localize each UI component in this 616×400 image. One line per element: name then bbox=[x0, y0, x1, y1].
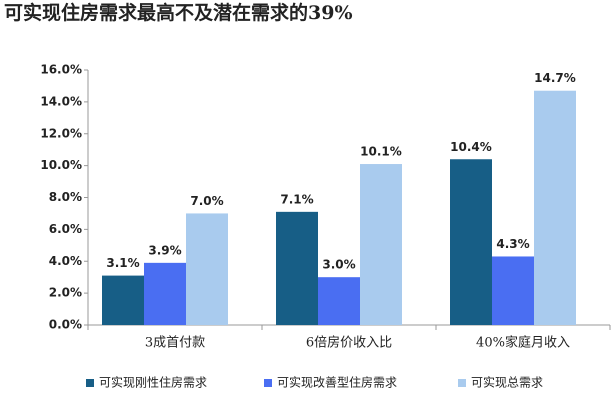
value-label: 3.9% bbox=[148, 243, 181, 257]
bar bbox=[450, 159, 492, 325]
bar bbox=[492, 256, 534, 325]
bar bbox=[276, 211, 318, 325]
value-label: 7.1% bbox=[280, 192, 313, 206]
value-label: 10.1% bbox=[360, 145, 402, 159]
y-tick-label: 14.0% bbox=[40, 94, 82, 108]
bar bbox=[360, 164, 402, 325]
chart-title: 可实现住房需求最高不及潜在需求的39% bbox=[4, 1, 353, 24]
legend-swatch bbox=[458, 379, 466, 387]
legend-label: 可实现改善型住房需求 bbox=[277, 375, 397, 390]
x-tick-label: 40%家庭月收入 bbox=[476, 335, 570, 351]
legend-label: 可实现总需求 bbox=[471, 375, 543, 390]
legend-swatch bbox=[86, 379, 94, 387]
value-label: 3.0% bbox=[322, 258, 355, 272]
y-tick-label: 6.0% bbox=[49, 222, 82, 236]
bar bbox=[318, 277, 360, 325]
bar bbox=[144, 262, 186, 325]
y-tick-label: 2.0% bbox=[49, 286, 82, 300]
y-tick-label: 0.0% bbox=[49, 318, 82, 332]
bar bbox=[102, 275, 144, 325]
legend-swatch bbox=[264, 379, 272, 387]
y-tick-label: 8.0% bbox=[49, 190, 82, 204]
y-tick-label: 16.0% bbox=[40, 63, 82, 77]
x-tick-label: 3成首付款 bbox=[145, 336, 205, 351]
bar bbox=[186, 213, 228, 325]
bar bbox=[534, 90, 576, 325]
y-tick-label: 4.0% bbox=[49, 254, 82, 268]
y-tick-label: 12.0% bbox=[40, 126, 82, 140]
value-label: 10.4% bbox=[450, 140, 492, 154]
value-label: 14.7% bbox=[534, 71, 576, 85]
value-label: 3.1% bbox=[106, 256, 139, 270]
value-label: 7.0% bbox=[190, 194, 223, 208]
y-tick-label: 10.0% bbox=[40, 158, 82, 172]
x-tick-label: 6倍房价收入比 bbox=[306, 335, 392, 351]
value-label: 4.3% bbox=[496, 237, 529, 251]
legend-label: 可实现刚性住房需求 bbox=[99, 375, 207, 390]
